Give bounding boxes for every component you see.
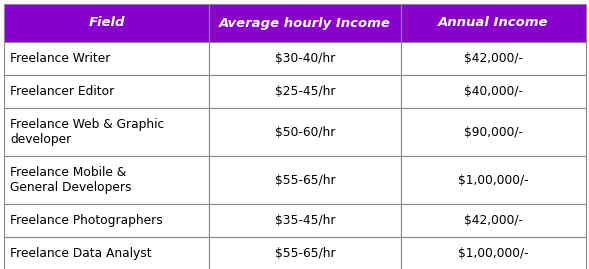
Bar [4, 4, 209, 42]
Bar [209, 237, 401, 269]
Bar [401, 4, 586, 42]
Bar [4, 204, 209, 237]
Text: $35-45/hr: $35-45/hr [274, 214, 335, 227]
Text: $55-65/hr: $55-65/hr [274, 247, 335, 260]
Text: Freelance Data Analyst: Freelance Data Analyst [10, 247, 151, 260]
Bar [401, 108, 586, 156]
Text: Freelance Web & Graphic
developer: Freelance Web & Graphic developer [10, 118, 164, 146]
Bar [4, 156, 209, 204]
Text: $1,00,000/-: $1,00,000/- [458, 174, 529, 186]
Bar [209, 75, 401, 108]
Text: $40,000/-: $40,000/- [464, 85, 523, 98]
Text: Average hourly Income: Average hourly Income [219, 16, 391, 30]
Bar [4, 75, 209, 108]
Bar [401, 75, 586, 108]
Bar [209, 42, 401, 75]
Bar [401, 204, 586, 237]
Bar [4, 108, 209, 156]
Text: $42,000/-: $42,000/- [464, 52, 523, 65]
Text: $1,00,000/-: $1,00,000/- [458, 247, 529, 260]
Bar [209, 4, 401, 42]
Text: Annual Income: Annual Income [438, 16, 549, 30]
Text: $42,000/-: $42,000/- [464, 214, 523, 227]
Text: Freelancer Editor: Freelancer Editor [10, 85, 114, 98]
Bar [209, 108, 401, 156]
Text: $55-65/hr: $55-65/hr [274, 174, 335, 186]
Text: Freelance Mobile &
General Developers: Freelance Mobile & General Developers [10, 166, 131, 194]
Text: $25-45/hr: $25-45/hr [274, 85, 335, 98]
Bar [401, 237, 586, 269]
Text: $90,000/-: $90,000/- [464, 126, 523, 139]
Text: Field: Field [88, 16, 125, 30]
Bar [4, 237, 209, 269]
Bar [209, 156, 401, 204]
Bar [401, 42, 586, 75]
Text: $50-60/hr: $50-60/hr [275, 126, 335, 139]
Text: Freelance Writer: Freelance Writer [10, 52, 110, 65]
Bar [401, 156, 586, 204]
Text: $30-40/hr: $30-40/hr [275, 52, 335, 65]
Bar [4, 42, 209, 75]
Text: Freelance Photographers: Freelance Photographers [10, 214, 163, 227]
Bar [209, 204, 401, 237]
